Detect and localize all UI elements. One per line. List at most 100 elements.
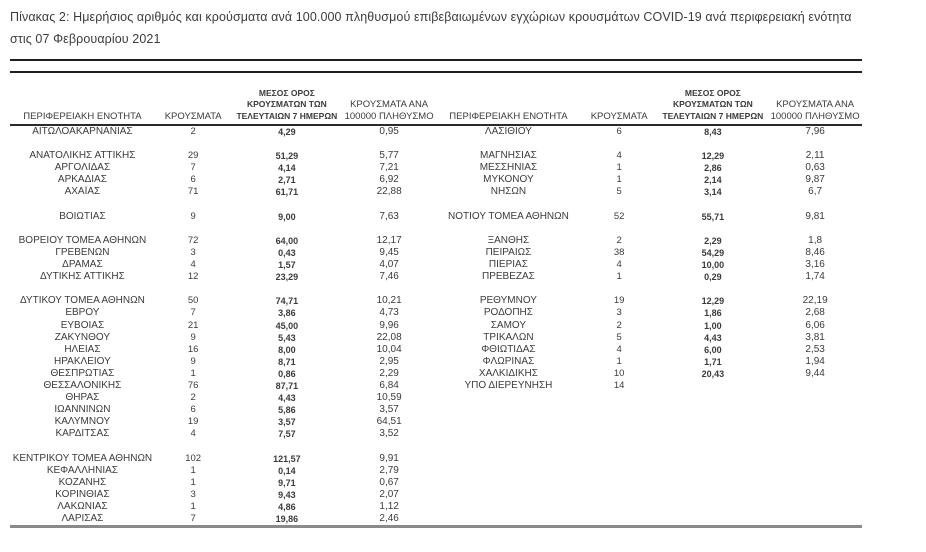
- table-row: ΘΕΣΣΑΛΟΝΙΚΗΣ 76 87,71 6,84: [10, 380, 436, 392]
- table-row: ΡΕΘΥΜΝΟΥ 19 12,29 22,19: [436, 295, 862, 307]
- avg7-value: 5,86: [278, 405, 296, 416]
- spacer-cell: [155, 199, 232, 211]
- spacer-cell: [768, 404, 862, 416]
- table-row: ΠΕΙΡΑΙΩΣ 38 54,29 8,46: [436, 247, 862, 259]
- per100k-value: 22,19: [802, 295, 828, 307]
- cases-value: 14: [613, 379, 625, 391]
- table-row: ΞΑΝΘΗΣ 2 2,29 1,8: [436, 235, 862, 247]
- table-region: ΠΕΡΙΦΕΡΕΙΑΚΗ ΕΝΟΤΗΤΑ ΚΡΟΥΣΜΑΤΑ ΜΕΣΟΣ ΟΡΟ…: [10, 59, 862, 529]
- per100k-value: 5,77: [379, 150, 399, 162]
- spacer-cell: [436, 404, 581, 416]
- cases-value: 1: [616, 162, 622, 174]
- spacer-row: [436, 453, 862, 465]
- region-name: ΝΟΤΙΟΥ ΤΟΜΕΑ ΑΘΗΝΩΝ: [447, 210, 569, 222]
- spacer-cell: [232, 138, 343, 150]
- spacer-row: [436, 283, 862, 295]
- region-name: ΠΙΕΡΙΑΣ: [488, 259, 528, 271]
- spacer-cell: [581, 477, 658, 489]
- spacer-row: [436, 138, 862, 150]
- region-name: ΔΥΤΙΚΟΥ ΤΟΜΕΑ ΑΘΗΝΩΝ: [19, 295, 145, 307]
- spacer-cell: [768, 513, 862, 525]
- cases-value: 29: [187, 150, 199, 162]
- region-name: ΛΑΚΩΝΙΑΣ: [57, 500, 108, 512]
- avg7-value: 3,14: [704, 187, 722, 198]
- table-row: ΑΝΑΤΟΛΙΚΗΣ ΑΤΤΙΚΗΣ 29 51,29 5,77: [10, 150, 436, 162]
- spacer-cell: [232, 440, 343, 452]
- region-name: ΚΑΛΥΜΝΟΥ: [54, 416, 111, 428]
- region-name: ΓΡΕΒΕΝΩΝ: [55, 246, 110, 258]
- spacer-cell: [768, 223, 862, 235]
- avg7-value: 6,00: [704, 344, 722, 355]
- per100k-value: 2,68: [805, 307, 825, 319]
- avg7-value: 4,43: [704, 332, 722, 343]
- spacer-cell: [581, 440, 658, 452]
- spacer-cell: [768, 465, 862, 477]
- spacer-cell: [581, 138, 658, 150]
- region-name: ΙΩΑΝΝΙΝΩΝ: [54, 404, 111, 416]
- cases-value: 1: [190, 464, 196, 476]
- region-name: ΡΕΘΥΜΝΟΥ: [479, 295, 537, 307]
- per100k-value: 22,08: [376, 331, 402, 343]
- spacer-cell: [436, 465, 581, 477]
- col-header-region: ΠΕΡΙΦΕΡΕΙΑΚΗ ΕΝΟΤΗΤΑ: [10, 73, 155, 126]
- table-row: ΦΛΩΡΙΝΑΣ 1 1,71 1,94: [436, 356, 862, 368]
- per100k-value: [768, 380, 862, 392]
- per100k-value: 3,16: [805, 259, 825, 271]
- table-row: ΛΑΚΩΝΙΑΣ 1 4,86 1,12: [10, 501, 436, 513]
- spacer-cell: [436, 223, 581, 235]
- spacer-cell: [768, 453, 862, 465]
- spacer-row: [436, 428, 862, 440]
- cases-value: 1: [616, 271, 622, 283]
- region-name: ΗΡΑΚΛΕΙΟΥ: [54, 355, 111, 367]
- per100k-value: 2,11: [805, 150, 825, 162]
- spacer-cell: [658, 477, 769, 489]
- spacer-cell: [581, 489, 658, 501]
- spacer-cell: [10, 138, 155, 150]
- avg7-value: 7,57: [278, 429, 296, 440]
- spacer-cell: [768, 501, 862, 513]
- per100k-value: 6,06: [805, 319, 825, 331]
- region-name: ΘΕΣΣΑΛΟΝΙΚΗΣ: [43, 379, 122, 391]
- per100k-value: 9,44: [805, 367, 825, 379]
- avg7-value: 9,00: [278, 211, 296, 222]
- table-row: ΔΡΑΜΑΣ 4 1,57 4,07: [10, 259, 436, 271]
- spacer-row: [436, 489, 862, 501]
- avg7-value: [658, 380, 769, 392]
- per100k-value: 7,63: [379, 210, 399, 222]
- table-header: ΠΕΡΙΦΕΡΕΙΑΚΗ ΕΝΟΤΗΤΑ ΚΡΟΥΣΜΑΤΑ ΜΕΣΟΣ ΟΡΟ…: [10, 73, 436, 126]
- avg7-value: 54,29: [701, 247, 725, 258]
- region-name: ΕΒΡΟΥ: [65, 307, 100, 319]
- per100k-value: 2,46: [379, 513, 399, 524]
- cases-value: 4: [190, 428, 196, 440]
- spacer-row: [436, 440, 862, 452]
- cases-value: 6: [190, 404, 196, 416]
- table-row: ΛΑΡΙΣΑΣ 7 19,86 2,46: [10, 513, 436, 525]
- spacer-cell: [581, 199, 658, 211]
- cases-value: 2: [616, 319, 622, 331]
- per100k-value: 2,07: [379, 488, 399, 500]
- region-name: ΠΕΙΡΑΙΩΣ: [485, 246, 532, 258]
- per100k-value: 1,8: [808, 234, 823, 246]
- spacer-cell: [436, 199, 581, 211]
- spacer-row: [10, 440, 436, 452]
- per100k-value: 1,12: [379, 500, 399, 512]
- cases-value: 72: [187, 234, 199, 246]
- avg7-value: 8,00: [278, 344, 296, 355]
- region-name: ΑΡΚΑΔΙΑΣ: [57, 174, 107, 186]
- avg7-value: 19,86: [275, 514, 299, 524]
- spacer-row: [436, 513, 862, 525]
- per100k-value: 1,94: [805, 355, 825, 367]
- spacer-row: [10, 223, 436, 235]
- cases-value: 102: [185, 452, 202, 464]
- cases-value: 10: [613, 367, 625, 379]
- spacer-cell: [768, 199, 862, 211]
- cases-value: 71: [187, 186, 199, 198]
- table-row: ΑΙΤΩΛΟΑΚΑΡΝΑΝΙΑΣ 2 4,29 0,95: [10, 125, 436, 138]
- per100k-value: 10,59: [376, 392, 402, 404]
- table-row: ΚΕΝΤΡΙΚΟΥ ΤΟΜΕΑ ΑΘΗΝΩΝ 102 121,57 9,91: [10, 453, 436, 465]
- spacer-cell: [10, 283, 155, 295]
- spacer-row: [436, 477, 862, 489]
- region-name: ΚΟΖΑΝΗΣ: [58, 476, 107, 488]
- per100k-value: 12,17: [376, 234, 402, 246]
- table-row: ΔΥΤΙΚΟΥ ΤΟΜΕΑ ΑΘΗΝΩΝ 50 74,71 10,21: [10, 295, 436, 307]
